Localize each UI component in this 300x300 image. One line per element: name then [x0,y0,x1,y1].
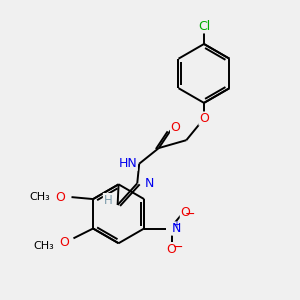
Text: −: − [172,241,183,254]
Text: O: O [56,190,66,204]
Text: O: O [167,243,176,256]
Text: −: − [185,208,196,221]
Text: O: O [199,112,209,125]
Text: O: O [171,121,181,134]
Text: N: N [172,222,181,235]
Text: Cl: Cl [198,20,210,33]
Text: CH₃: CH₃ [33,241,54,251]
Text: N: N [145,177,154,190]
Text: O: O [180,206,190,219]
Text: O: O [60,236,70,249]
Text: CH₃: CH₃ [29,192,50,202]
Text: HN: HN [118,157,137,170]
Text: +: + [172,220,181,230]
Text: H: H [103,194,112,207]
